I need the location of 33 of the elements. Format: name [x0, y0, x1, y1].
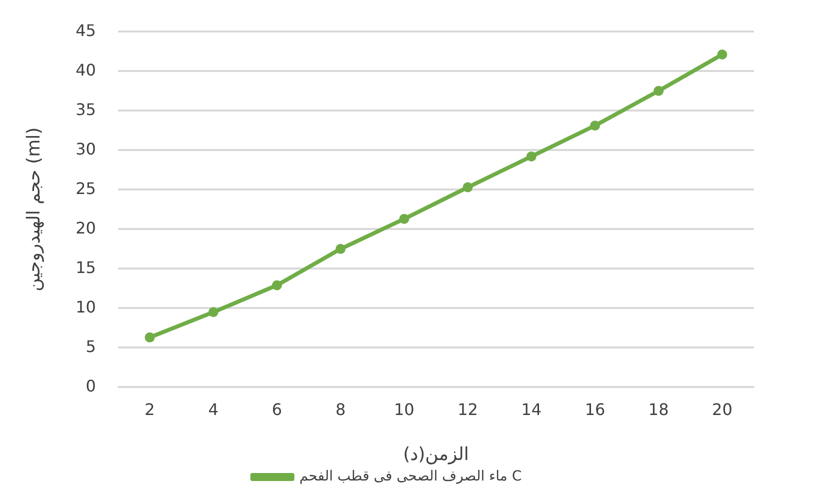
y-tick-label: 45 — [76, 20, 96, 40]
x-axis-title: الزمن(د) — [403, 444, 469, 465]
x-tick-label: 8 — [335, 400, 346, 419]
y-tick-label: 20 — [76, 218, 96, 238]
x-tick-label: 12 — [458, 400, 478, 419]
point — [526, 151, 536, 162]
point — [654, 86, 664, 96]
y-tick-label: 25 — [76, 178, 96, 198]
x-tick-label: 10 — [394, 400, 414, 419]
y-tick-label: 0 — [86, 376, 96, 396]
y-axis-title: حجم الهيدروجين (ml) — [23, 127, 44, 292]
point — [272, 280, 282, 290]
x-tick-label: 14 — [521, 400, 542, 419]
x-tick-label: 20 — [712, 400, 732, 419]
y-tick-label: 5 — [86, 336, 96, 356]
point — [717, 50, 728, 60]
x-tick-label: 2 — [144, 400, 155, 419]
point — [336, 244, 346, 254]
x-tick-label: 18 — [648, 400, 669, 419]
point — [208, 307, 218, 318]
y-tick-label: 30 — [76, 139, 96, 158]
point — [144, 332, 155, 342]
x-tick-label: 4 — [208, 400, 218, 419]
x-tick-label: 16 — [584, 400, 606, 419]
y-tick-label: 10 — [76, 297, 96, 316]
point — [462, 182, 473, 192]
y-tick-label: 40 — [76, 60, 96, 80]
y-tick-label: 35 — [76, 100, 96, 119]
point — [399, 214, 410, 224]
legend-label: ماء الصرف الصحى فى قطب الفحم C — [299, 468, 522, 485]
y-tick-label: 15 — [76, 258, 96, 277]
point — [590, 120, 600, 131]
x-tick-label: 6 — [272, 400, 282, 419]
